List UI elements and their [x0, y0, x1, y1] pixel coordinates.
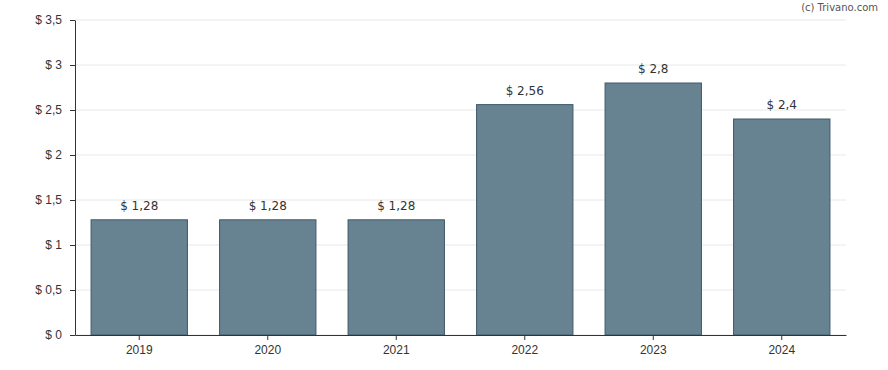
plot: $ 0 $ 0,5 $ 1 $ 1,5 $ 2 $ 2,5 $ 3 $ 3,5 2019 2020… [35, 13, 846, 356]
y-tick: $ 0 [45, 328, 75, 342]
x-tick-label: 2020 [254, 343, 281, 357]
y-axis: $ 0 $ 0,5 $ 1 $ 1,5 $ 2 $ 2,5 $ 3 $ 3,5 [35, 13, 75, 342]
y-tick-label: $ 2,5 [35, 103, 62, 117]
data-label: $ 1,28 [377, 199, 415, 213]
grid [75, 20, 846, 335]
x-tick: 2020 [254, 335, 281, 357]
data-label: $ 2,4 [766, 98, 797, 112]
x-tick-label: 2024 [768, 343, 795, 357]
x-tick-label: 2023 [640, 343, 667, 357]
bar [220, 220, 316, 335]
x-tick-mark [396, 335, 397, 340]
y-tick-mark [70, 200, 75, 201]
y-tick-label: $ 3 [45, 58, 62, 72]
grid-line [75, 200, 846, 201]
y-tick: $ 0,5 [35, 283, 75, 297]
data-labels: $ 1,28 $ 1,28 $ 1,28 $ 2,56 $ 2,8 $ 2,4 [120, 62, 797, 213]
y-tick-mark [70, 155, 75, 156]
y-tick-label: $ 0,5 [35, 283, 62, 297]
x-tick: 2019 [126, 335, 153, 357]
y-tick-mark [70, 245, 75, 246]
y-tick-mark [70, 20, 75, 21]
x-tick-mark [267, 335, 268, 340]
chart: $ 0 $ 0,5 $ 1 $ 1,5 $ 2 $ 2,5 $ 3 $ 3,5 2019 2020… [0, 0, 888, 370]
bar [605, 83, 701, 335]
grid-line [75, 155, 846, 156]
x-tick: 2021 [383, 335, 410, 357]
x-tick-mark [653, 335, 654, 340]
x-tick: 2024 [768, 335, 795, 357]
y-tick: $ 2 [45, 148, 75, 162]
grid-line [75, 245, 846, 246]
y-tick-label: $ 3,5 [35, 13, 62, 27]
bar [477, 105, 573, 335]
grid-line [75, 335, 846, 336]
data-label: $ 1,28 [249, 199, 287, 213]
x-tick-mark [781, 335, 782, 340]
y-tick: $ 3,5 [35, 13, 75, 27]
y-tick: $ 1,5 [35, 193, 75, 207]
y-tick: $ 3 [45, 58, 75, 72]
y-tick-label: $ 1,5 [35, 193, 62, 207]
grid-line [75, 65, 846, 66]
x-tick-mark [139, 335, 140, 340]
y-tick-mark [70, 290, 75, 291]
x-axis: 2019 2020 2021 2022 2023 2024 [76, 335, 847, 357]
y-tick-label: $ 1 [45, 238, 62, 252]
y-tick-mark [70, 110, 75, 111]
y-tick-mark [70, 335, 75, 336]
grid-line [75, 110, 846, 111]
y-tick: $ 1 [45, 238, 75, 252]
bar [91, 220, 187, 335]
y-tick-label: $ 0 [45, 328, 62, 342]
x-tick-label: 2022 [511, 343, 538, 357]
y-tick-mark [70, 65, 75, 66]
y-axis-line [75, 21, 76, 336]
bars [91, 83, 830, 335]
data-label: $ 1,28 [120, 199, 158, 213]
y-tick-label: $ 2 [45, 148, 62, 162]
x-tick-label: 2019 [126, 343, 153, 357]
x-tick: 2022 [511, 335, 538, 357]
bar [348, 220, 444, 335]
data-label: $ 2,56 [506, 84, 544, 98]
bar [734, 119, 830, 335]
x-tick-mark [524, 335, 525, 340]
x-axis-line [76, 335, 847, 336]
grid-line [75, 20, 846, 21]
x-tick-label: 2021 [383, 343, 410, 357]
annotation: (c) Trivano.com [801, 2, 878, 13]
x-tick: 2023 [640, 335, 667, 357]
data-label: $ 2,8 [638, 62, 669, 76]
grid-line [75, 290, 846, 291]
y-tick: $ 2,5 [35, 103, 75, 117]
